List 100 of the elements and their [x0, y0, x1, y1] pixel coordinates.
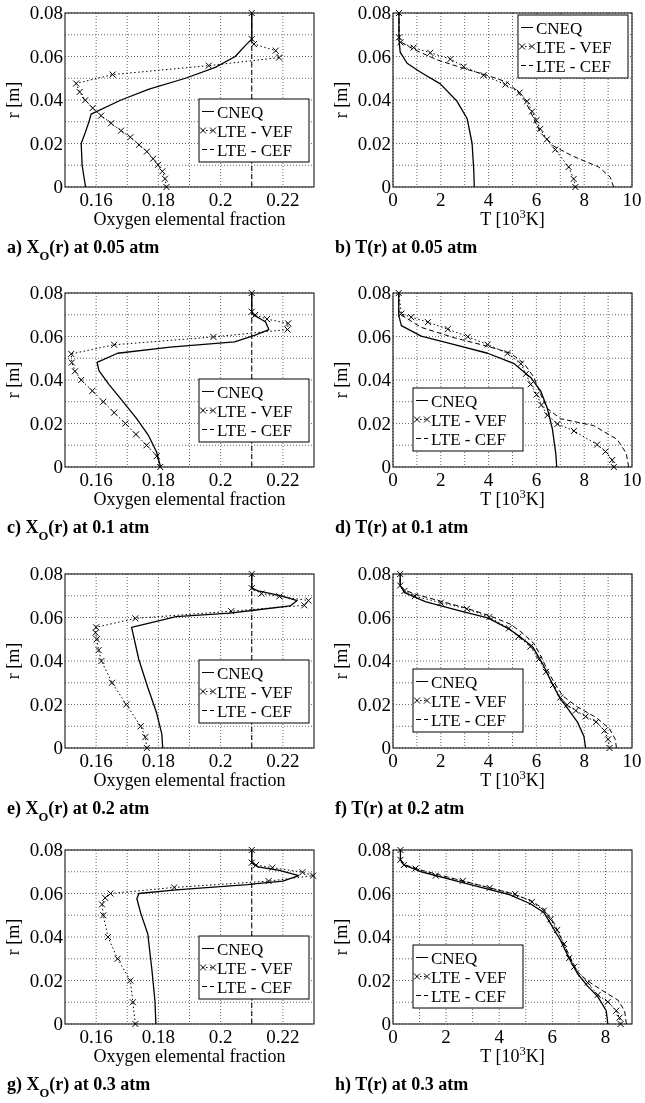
legend-label: LTE - VEF [217, 401, 293, 421]
y-tick-label: 0.02 [29, 693, 63, 715]
x-tick-label: 6 [531, 750, 542, 771]
legend-label: LTE - VEF [217, 121, 293, 141]
legend-label: CNEQ [431, 672, 478, 692]
legend-label: LTE - CEF [536, 56, 611, 76]
legend-label: LTE - CEF [217, 977, 292, 997]
y-tick-label: 0 [53, 176, 63, 197]
x-tick-label: 2 [436, 189, 446, 210]
x-tick-label: 0.2 [208, 750, 233, 771]
y-axis-title: r [m] [331, 918, 351, 956]
x-tick-label: 0.16 [79, 469, 113, 490]
text: b) T(r) at 0.05 atm [335, 237, 478, 258]
x-tick-label: 2 [436, 469, 446, 490]
y-axis-title: r [m] [331, 81, 351, 119]
y-tick-label: 0.08 [357, 563, 391, 584]
y-tick-label: 0.08 [29, 282, 63, 303]
text: c) X$_{O}$(r) at 0.1 atm [7, 517, 150, 543]
x-tick-label: 0.2 [208, 469, 233, 490]
x-tick-label: 10 [622, 469, 642, 490]
x-tick-label: 4 [483, 189, 494, 210]
legend-label: CNEQ [431, 948, 478, 968]
y-tick-label: 0.06 [357, 882, 391, 904]
legend-label: LTE - VEF [431, 410, 507, 430]
y-axis-title: r [m] [3, 918, 23, 956]
legend-label: LTE - VEF [431, 967, 507, 987]
legend-label: CNEQ [217, 663, 264, 683]
x-axis-title: T [10$^{3}$K] [480, 207, 545, 229]
y-tick-label: 0.04 [29, 369, 64, 390]
y-tick-label: 0.04 [357, 926, 392, 947]
legend-label: LTE - CEF [431, 429, 506, 449]
y-tick-label: 0.06 [357, 45, 391, 67]
x-axis-title: Oxygen elemental fraction [93, 209, 286, 229]
legend-label: CNEQ [431, 391, 478, 411]
y-tick-label: 0.06 [29, 45, 63, 67]
legend-label: LTE - VEF [536, 37, 612, 57]
x-tick-label: 0.16 [79, 189, 113, 210]
x-tick-label: 0.18 [141, 1026, 175, 1047]
legend-label: LTE - VEF [217, 682, 293, 702]
x-tick-label: 4 [494, 1026, 505, 1047]
y-tick-label: 0.02 [357, 693, 391, 715]
legend-label: CNEQ [536, 18, 583, 38]
x-axis-title: T [10$^{3}$K] [480, 487, 545, 509]
y-tick-label: 0.08 [29, 2, 63, 23]
y-tick-label: 0.02 [357, 132, 391, 154]
y-axis-title: r [m] [3, 361, 23, 399]
y-axis-title: r [m] [331, 361, 351, 399]
x-axis-title: Oxygen elemental fraction [93, 489, 286, 509]
y-tick-label: 0.06 [29, 325, 63, 347]
x-axis-title: Oxygen elemental fraction [93, 1046, 286, 1066]
y-tick-label: 0.02 [29, 969, 63, 991]
x-tick-label: 8 [600, 1026, 611, 1047]
y-tick-label: 0.08 [29, 563, 63, 584]
y-tick-label: 0.08 [29, 839, 63, 860]
y-tick-label: 0.04 [357, 369, 392, 390]
x-tick-label: 0.22 [266, 1026, 300, 1047]
text: h) T(r) at 0.3 atm [335, 1074, 469, 1095]
text: g) X$_{O}$(r) at 0.3 atm [7, 1074, 151, 1100]
legend-label: LTE - VEF [431, 691, 507, 711]
y-tick-label: 0 [53, 1013, 63, 1034]
text: e) X$_{O}$(r) at 0.2 atm [7, 798, 150, 824]
x-tick-label: 8 [579, 750, 589, 771]
x-tick-label: 4 [483, 469, 494, 490]
x-tick-label: 2 [441, 1026, 451, 1047]
x-tick-label: 0.22 [266, 469, 300, 490]
legend-label: LTE - CEF [431, 986, 506, 1006]
y-tick-label: 0.02 [29, 412, 63, 434]
x-axis-title: T [10$^{3}$K] [480, 768, 545, 790]
x-tick-label: 0.22 [266, 189, 300, 210]
y-tick-label: 0.08 [357, 839, 391, 860]
y-tick-label: 0 [53, 737, 63, 758]
y-tick-label: 0.08 [357, 2, 391, 23]
y-tick-label: 0.06 [29, 606, 63, 628]
y-tick-label: 0.06 [29, 882, 63, 904]
x-tick-label: 0.16 [79, 750, 113, 771]
x-tick-label: 6 [531, 189, 542, 210]
y-tick-label: 0.06 [357, 606, 391, 628]
x-tick-label: 6 [547, 1026, 558, 1047]
y-tick-label: 0.02 [357, 969, 391, 991]
x-tick-label: 6 [531, 469, 542, 490]
x-tick-label: 10 [622, 750, 642, 771]
x-tick-label: 0.16 [79, 1026, 113, 1047]
y-tick-label: 0.04 [29, 926, 64, 947]
y-tick-label: 0.06 [357, 325, 391, 347]
y-tick-label: 0.04 [357, 89, 392, 110]
y-tick-label: 0.02 [29, 132, 63, 154]
legend-label: LTE - CEF [431, 710, 506, 730]
legend-label: CNEQ [217, 382, 264, 402]
x-tick-label: 0.2 [208, 189, 233, 210]
x-tick-label: 0.18 [141, 750, 175, 771]
x-tick-label: 0.2 [208, 1026, 233, 1047]
legend-label: CNEQ [217, 939, 264, 959]
x-tick-label: 0.18 [141, 189, 175, 210]
x-tick-label: 4 [483, 750, 494, 771]
legend-label: CNEQ [217, 102, 264, 122]
x-axis-title: Oxygen elemental fraction [93, 770, 286, 790]
y-axis-title: r [m] [3, 81, 23, 119]
y-tick-label: 0.04 [29, 89, 64, 110]
legend-label: LTE - VEF [217, 958, 293, 978]
text: a) X$_{O}$(r) at 0.05 atm [7, 237, 160, 263]
